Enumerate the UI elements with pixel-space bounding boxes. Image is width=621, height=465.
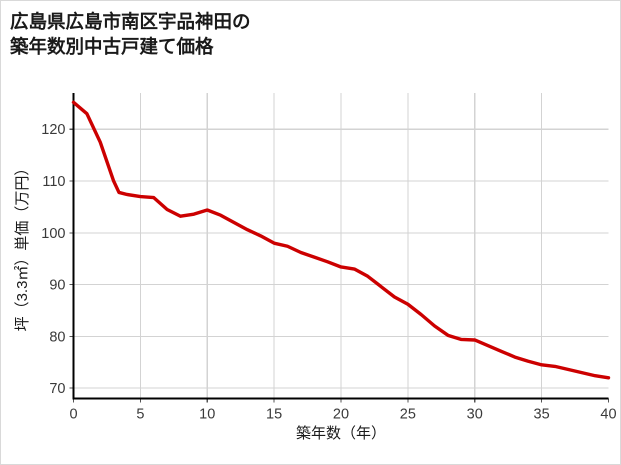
- x-axis-tick-labels: 0 5 10 15 20 25 30 35 40: [69, 407, 616, 423]
- gridlines: [73, 93, 609, 399]
- x-tick-label: 10: [199, 407, 215, 423]
- y-axis-title: 坪（3.3㎡）単価（万円）: [14, 161, 31, 332]
- y-tick-label: 90: [49, 278, 65, 294]
- x-tick-label: 5: [136, 407, 144, 423]
- y-tick-label: 70: [49, 381, 65, 397]
- x-tick-label: 30: [467, 407, 483, 423]
- x-tick-label: 15: [266, 407, 282, 423]
- x-tick-label: 40: [600, 407, 616, 423]
- y-axis-tick-labels: 70 80 90 100 110 120: [41, 122, 65, 397]
- y-tick-label: 80: [49, 329, 65, 345]
- y-tick-label: 100: [41, 226, 65, 242]
- x-tick-label: 25: [400, 407, 416, 423]
- x-tick-label: 20: [333, 407, 349, 423]
- y-tick-label: 120: [41, 122, 65, 138]
- x-axis-title: 築年数（年）: [296, 424, 386, 442]
- page-title: 広島県広島市南区宇品神田の 築年数別中古戸建て価格: [10, 11, 251, 57]
- y-tick-label: 110: [42, 174, 65, 190]
- x-tick-label: 0: [69, 407, 77, 423]
- x-tick-label: 35: [534, 407, 550, 423]
- data-series-line: [71, 100, 611, 380]
